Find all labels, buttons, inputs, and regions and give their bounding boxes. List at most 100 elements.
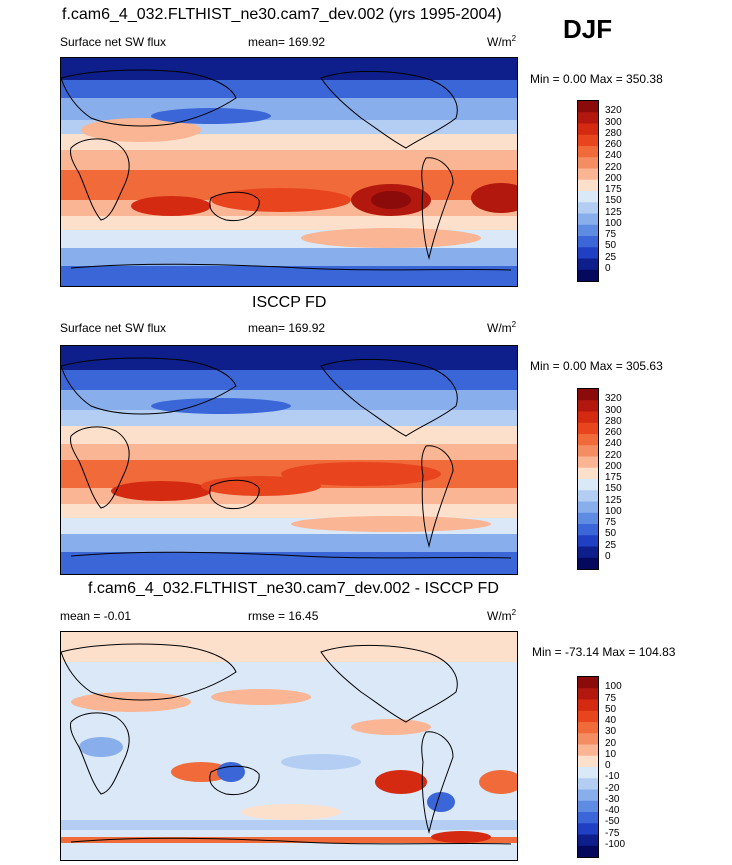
colorbar-tick-label: -20	[605, 782, 620, 794]
colorbar-tick-label: 175	[605, 184, 622, 195]
panel-2-colorbar-swatches	[578, 389, 598, 570]
colorbar-swatch	[578, 501, 598, 514]
colorbar-swatch	[578, 168, 598, 181]
colorbar-swatch	[578, 179, 598, 192]
panel-2-units: W/m2	[487, 320, 517, 335]
colorbar-swatch	[578, 101, 598, 113]
panel-1-mean-label: mean= 169.92	[248, 35, 326, 49]
colorbar-tick-label: 125	[605, 206, 622, 218]
colorbar-tick-label: -40	[605, 805, 620, 816]
colorbar-swatch	[578, 823, 598, 835]
colorbar-tick-label: 0	[605, 760, 611, 771]
colorbar-tick-label: -75	[605, 827, 620, 839]
colorbar-tick-label: 25	[605, 251, 617, 263]
colorbar-tick-label: 280	[605, 127, 622, 139]
colorbar-swatch	[578, 789, 598, 802]
panel-2-variable-label: Surface net SW flux	[60, 321, 167, 335]
colorbar-tick-label: -100	[605, 838, 626, 850]
colorbar-tick-label: 150	[605, 195, 622, 207]
colorbar-tick-label: 300	[605, 404, 622, 416]
colorbar-tick-label: 320	[605, 105, 622, 117]
colorbar-tick-label: 220	[605, 449, 622, 461]
panel-2-colorbar-box	[577, 388, 599, 570]
colorbar-tick-label: 125	[605, 494, 622, 506]
colorbar-tick-label: 25	[605, 539, 617, 551]
colorbar-swatch	[578, 456, 598, 469]
colorbar-swatch	[578, 411, 598, 424]
colorbar-swatch	[578, 479, 598, 491]
colorbar-swatch	[578, 535, 598, 547]
colorbar-swatch	[578, 546, 598, 559]
panel-3-colorbar-swatches	[578, 677, 598, 858]
colorbar-tick-label: 240	[605, 438, 622, 450]
colorbar-swatch	[578, 812, 598, 824]
panel-3-field-blobs	[61, 632, 517, 860]
colorbar-swatch	[578, 236, 598, 248]
colorbar-swatch	[578, 733, 598, 745]
colorbar-tick-label: 260	[605, 139, 622, 150]
panel-2-coastlines	[61, 357, 512, 559]
panel-2-map	[60, 345, 518, 575]
colorbar-swatch	[578, 213, 598, 226]
colorbar-tick-label: 100	[605, 681, 622, 693]
panel-1-title: f.cam6_4_032.FLTHIST_ne30.cam7_dev.002 (…	[62, 6, 502, 23]
colorbar-tick-label: 50	[605, 703, 617, 715]
colorbar-tick-label: 75	[605, 229, 617, 240]
colorbar-tick-label: 175	[605, 472, 622, 483]
colorbar-tick-label: 50	[605, 240, 617, 252]
colorbar-tick-label: 150	[605, 483, 622, 495]
colorbar-swatch	[578, 146, 598, 158]
panel-3-minmax: Min = -73.14 Max = 104.83	[532, 645, 676, 659]
colorbar-tick-label: 0	[605, 262, 611, 274]
panel-3-colorbar-box	[577, 676, 599, 858]
colorbar-swatch	[578, 677, 598, 689]
season-label: DJF	[563, 14, 613, 44]
panel-2-mean-label: mean= 169.92	[248, 321, 326, 335]
colorbar-tick-label: 240	[605, 150, 622, 162]
colorbar-swatch	[578, 134, 598, 147]
panel-1-map-field	[61, 58, 517, 286]
panel-3-map	[60, 631, 518, 861]
colorbar-tick-label: -30	[605, 793, 620, 805]
colorbar-swatch	[578, 778, 598, 790]
colorbar-tick-label: 0	[605, 550, 611, 562]
colorbar-tick-label: 40	[605, 715, 617, 726]
colorbar-swatch	[578, 512, 598, 525]
colorbar-swatch	[578, 202, 598, 214]
colorbar-swatch	[578, 389, 598, 401]
colorbar-swatch	[578, 845, 598, 858]
colorbar-swatch	[578, 247, 598, 259]
colorbar-tick-label: -10	[605, 771, 620, 783]
colorbar-swatch	[578, 524, 598, 536]
panel-3-mean-label: mean = -0.01	[60, 609, 132, 623]
colorbar-swatch	[578, 490, 598, 502]
colorbar-swatch	[578, 800, 598, 813]
panel-1-minmax: Min = 0.00 Max = 350.38	[530, 72, 663, 86]
colorbar-swatch	[578, 699, 598, 712]
colorbar-swatch	[578, 224, 598, 237]
panel-3-map-field	[61, 632, 517, 860]
panel-3-title: f.cam6_4_032.FLTHIST_ne30.cam7_dev.002 -…	[88, 580, 499, 597]
panel-3-coastlines	[61, 643, 512, 845]
panel-2-map-field	[61, 346, 517, 574]
colorbar-swatch	[578, 744, 598, 757]
colorbar-tick-label: 220	[605, 161, 622, 173]
panel-1-colorbar-box	[577, 100, 599, 282]
colorbar-tick-label: -50	[605, 816, 620, 828]
colorbar-tick-label: 30	[605, 726, 617, 738]
colorbar-swatch	[578, 467, 598, 480]
panel-1-field-bands	[61, 58, 517, 286]
colorbar-swatch	[578, 269, 598, 282]
colorbar-swatch	[578, 834, 598, 847]
colorbar-tick-label: 10	[605, 748, 617, 760]
colorbar-tick-label: 260	[605, 427, 622, 438]
colorbar-tick-label: 100	[605, 505, 622, 517]
colorbar-swatch	[578, 445, 598, 457]
colorbar-tick-label: 280	[605, 415, 622, 427]
colorbar-tick-label: 200	[605, 460, 622, 472]
colorbar-swatch	[578, 434, 598, 446]
colorbar-swatch	[578, 157, 598, 169]
panel-3-rmse-label: rmse = 16.45	[248, 609, 319, 623]
colorbar-swatch	[578, 688, 598, 700]
panel-3-units: W/m2	[487, 608, 517, 623]
